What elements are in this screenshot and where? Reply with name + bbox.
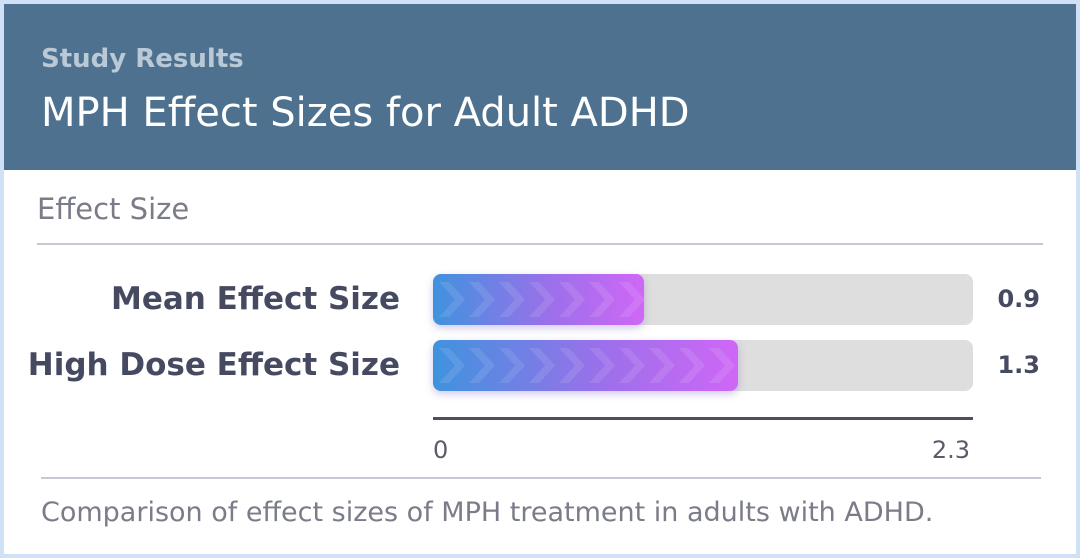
bar-label: Mean Effect Size	[111, 281, 400, 317]
section-label: Effect Size	[37, 192, 190, 226]
footer-divider	[41, 477, 1041, 479]
bar	[433, 274, 644, 325]
bar-label: High Dose Effect Size	[27, 347, 400, 383]
bar	[433, 340, 738, 391]
bar-track	[433, 274, 973, 325]
x-tick-label-max: 2.3	[931, 436, 970, 464]
x-axis-line	[433, 417, 973, 420]
bar-track	[433, 340, 973, 391]
bar-chevron-pattern	[439, 282, 644, 317]
eyebrow-label: Study Results	[41, 44, 244, 74]
bar-value-label: 0.9	[997, 285, 1040, 313]
chart-caption: Comparison of effect sizes of MPH treatm…	[41, 497, 934, 528]
x-tick-label-min: 0	[433, 436, 449, 464]
card-header: Study Results MPH Effect Sizes for Adult…	[4, 4, 1076, 170]
chart-card: Study Results MPH Effect Sizes for Adult…	[4, 4, 1076, 554]
bar-value-label: 1.3	[997, 351, 1040, 379]
bar-chevron-pattern	[439, 348, 735, 383]
chart-title: MPH Effect Sizes for Adult ADHD	[41, 90, 690, 136]
section-divider	[37, 243, 1043, 245]
